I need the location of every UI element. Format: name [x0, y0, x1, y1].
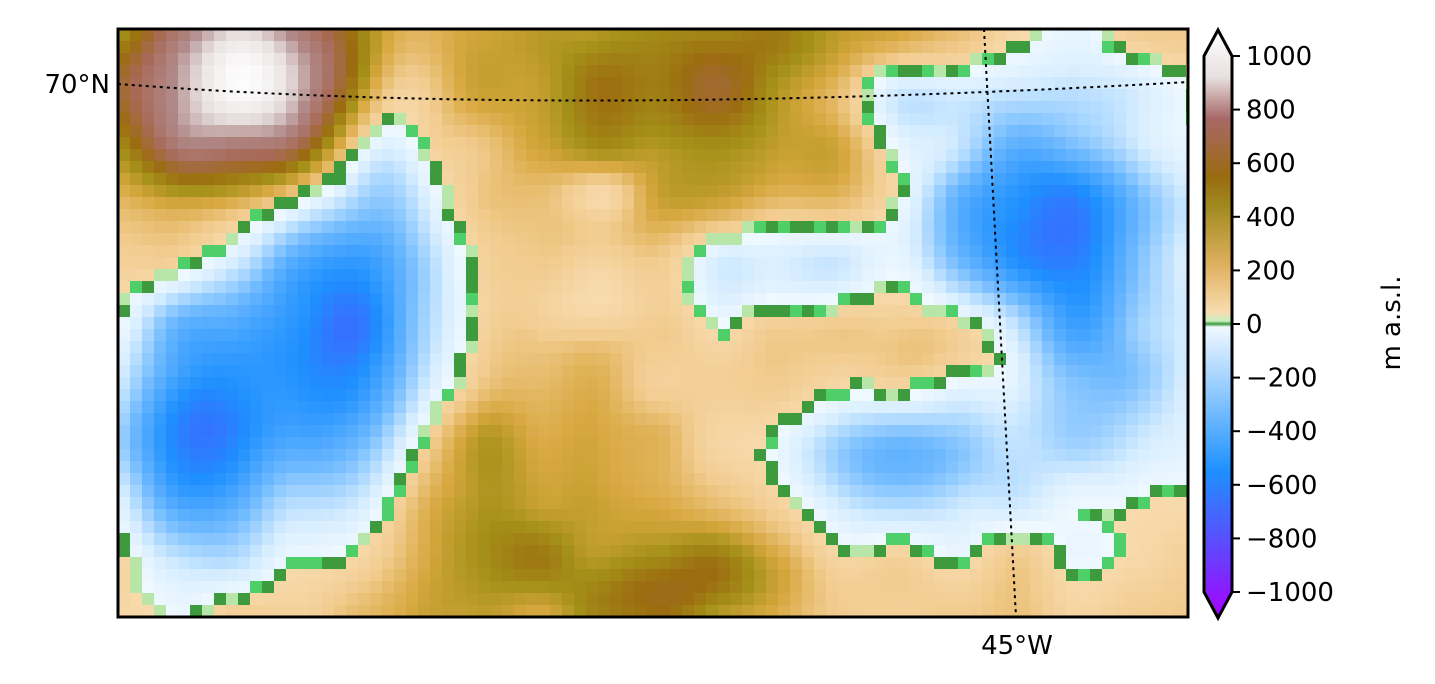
colorbar-tick-label: 1000 [1246, 42, 1312, 72]
colorbar-tick-label: 200 [1246, 256, 1296, 286]
longitude-label: 45°W [981, 631, 1053, 661]
elevation-raster [118, 29, 1188, 617]
colorbar-tick-label: −200 [1246, 364, 1317, 394]
colorbar-fill [1204, 30, 1232, 618]
colorbar-label: m a.s.l. [1377, 275, 1407, 370]
latitude-label: 70°N [44, 70, 110, 100]
colorbar-tick-label: −800 [1246, 524, 1317, 554]
colorbar: 1000 800 600 400 200 0 −200 −400 −600 −800 −1000 m… [1202, 26, 1407, 622]
colorbar-tick-label: 600 [1246, 149, 1296, 179]
colorbar-tick-label: 400 [1246, 203, 1296, 233]
colorbar-tick-label: 0 [1246, 310, 1263, 340]
colorbar-tick-label: −1000 [1246, 578, 1334, 608]
colorbar-ticks: 1000 800 600 400 200 0 −200 −400 −600 −800 −1000 [1232, 42, 1334, 608]
colorbar-tick-label: −400 [1246, 417, 1317, 447]
elevation-map [118, 29, 1188, 617]
map-frame [116, 27, 1190, 619]
longitude-line-45w [983, 29, 1017, 617]
latitude-line-70n [118, 81, 1188, 102]
colorbar-tick-label: 800 [1246, 96, 1296, 126]
colorbar-tick-label: −600 [1246, 471, 1317, 501]
graticule [118, 29, 1188, 617]
